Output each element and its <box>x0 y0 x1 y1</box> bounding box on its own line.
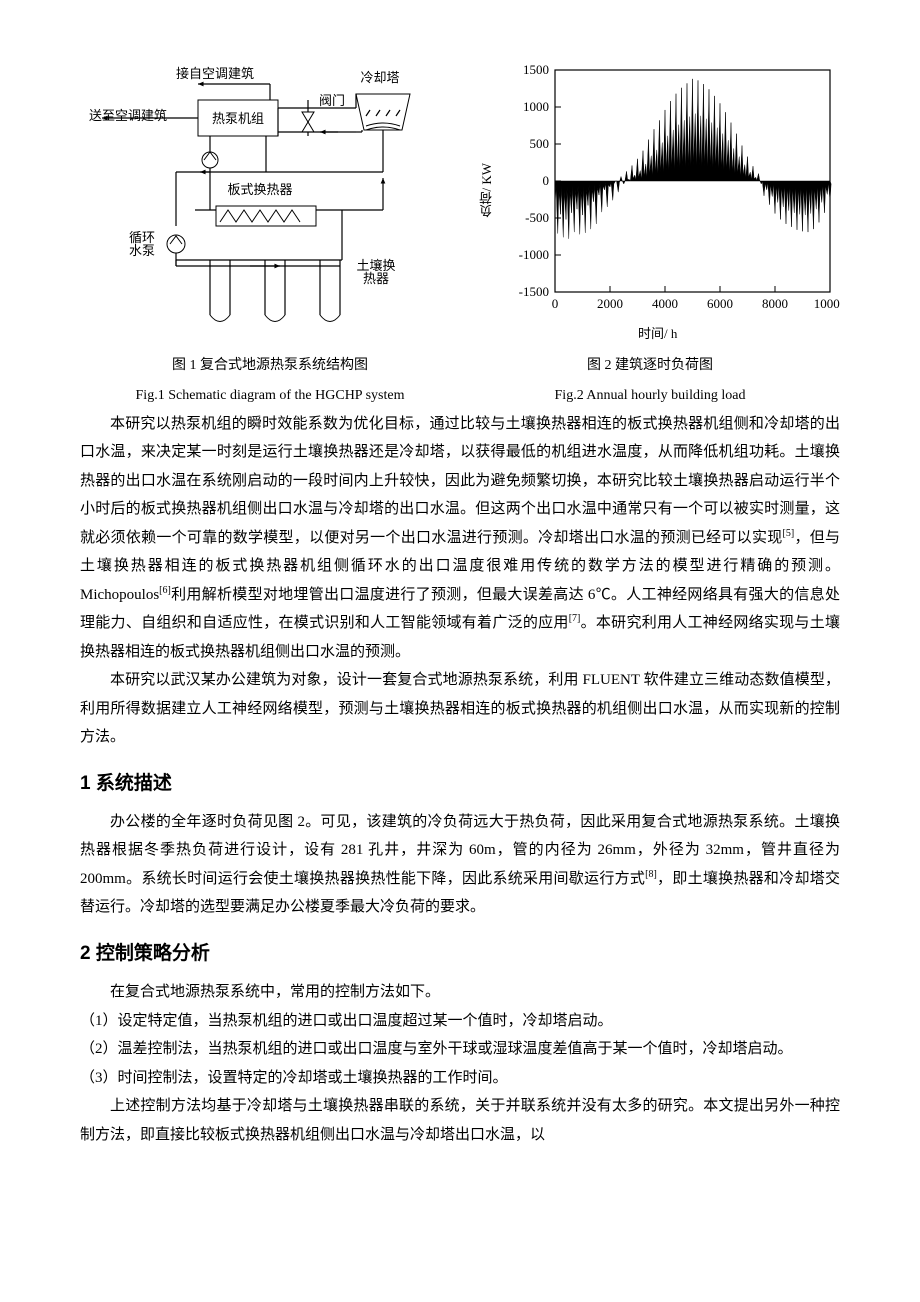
fig2-xlabel: 时间/ h <box>638 322 677 347</box>
svg-text:1000: 1000 <box>523 99 549 114</box>
fig1-caption-cn: 图 1 复合式地源热泵系统结构图 <box>80 353 460 380</box>
captions-en-row: Fig.1 Schematic diagram of the HGCHP sys… <box>80 383 840 410</box>
svg-text:冷却塔: 冷却塔 <box>360 70 399 85</box>
list-item: （3）时间控制法，设置特定的冷却塔或土壤换热器的工作时间。 <box>80 1064 840 1093</box>
svg-text:10000: 10000 <box>814 296 840 311</box>
figures-row: 接自空调建筑冷却塔阀门热泵机组送至空调建筑板式换热器循环水泵土壤换热器 负荷/ … <box>80 60 840 347</box>
svg-text:-1500: -1500 <box>519 284 549 299</box>
fig2-cell: 负荷/ KW -1500 -1000 -500 0 500 1000 1500 0 2000 40… <box>475 60 840 347</box>
fig2-ylabel: 负荷/ KW <box>475 163 500 218</box>
fig2-caption-cn: 图 2 建筑逐时负荷图 <box>460 353 840 380</box>
svg-text:热泵机组: 热泵机组 <box>212 111 264 126</box>
svg-text:0: 0 <box>543 173 550 188</box>
section2-intro: 在复合式地源热泵系统中，常用的控制方法如下。 <box>80 978 840 1007</box>
section1-body: 办公楼的全年逐时负荷见图 2。可见，该建筑的冷负荷远大于热负荷，因此采用复合式地… <box>80 808 840 922</box>
fig1-caption-en: Fig.1 Schematic diagram of the HGCHP sys… <box>80 383 460 410</box>
list-item: （1）设定特定值，当热泵机组的进口或出口温度超过某一个值时，冷却塔启动。 <box>80 1007 840 1036</box>
section1-title: 1 系统描述 <box>80 766 840 802</box>
list-item: （2）温差控制法，当热泵机组的进口或出口温度与室外干球或湿球温度差值高于某一个值… <box>80 1035 840 1064</box>
svg-text:1500: 1500 <box>523 62 549 77</box>
section2-title: 2 控制策略分析 <box>80 936 840 972</box>
svg-text:送至空调建筑: 送至空调建筑 <box>89 108 167 123</box>
svg-text:板式换热器: 板式换热器 <box>227 182 292 197</box>
svg-text:-1000: -1000 <box>519 247 549 262</box>
svg-text:500: 500 <box>530 136 550 151</box>
svg-text:4000: 4000 <box>652 296 678 311</box>
svg-text:水泵: 水泵 <box>129 243 155 258</box>
section2-outro: 上述控制方法均基于冷却塔与土壤换热器串联的系统，关于并联系统并没有太多的研究。本… <box>80 1092 840 1149</box>
fig1-diagram: 接自空调建筑冷却塔阀门热泵机组送至空调建筑板式换热器循环水泵土壤换热器 <box>80 60 420 330</box>
paragraph-2: 本研究以武汉某办公建筑为对象，设计一套复合式地源热泵系统，利用 FLUENT 软… <box>80 666 840 752</box>
svg-text:接自空调建筑: 接自空调建筑 <box>176 66 254 81</box>
svg-text:0: 0 <box>552 296 559 311</box>
section2-list: （1）设定特定值，当热泵机组的进口或出口温度超过某一个值时，冷却塔启动。（2）温… <box>80 1007 840 1093</box>
svg-text:6000: 6000 <box>707 296 733 311</box>
svg-text:热器: 热器 <box>363 271 389 286</box>
svg-text:阀门: 阀门 <box>319 93 345 108</box>
svg-text:-500: -500 <box>525 210 549 225</box>
svg-text:2000: 2000 <box>597 296 623 311</box>
fig2-caption-en: Fig.2 Annual hourly building load <box>460 383 840 410</box>
svg-text:8000: 8000 <box>762 296 788 311</box>
captions-cn-row: 图 1 复合式地源热泵系统结构图 图 2 建筑逐时负荷图 <box>80 353 840 380</box>
fig1-cell: 接自空调建筑冷却塔阀门热泵机组送至空调建筑板式换热器循环水泵土壤换热器 <box>80 60 420 330</box>
fig2-chart: -1500 -1000 -500 0 500 1000 1500 0 2000 4000 6000 8… <box>500 60 840 320</box>
paragraph-1: 本研究以热泵机组的瞬时效能系数为优化目标，通过比较与土壤换热器相连的板式换热器机… <box>80 410 840 667</box>
